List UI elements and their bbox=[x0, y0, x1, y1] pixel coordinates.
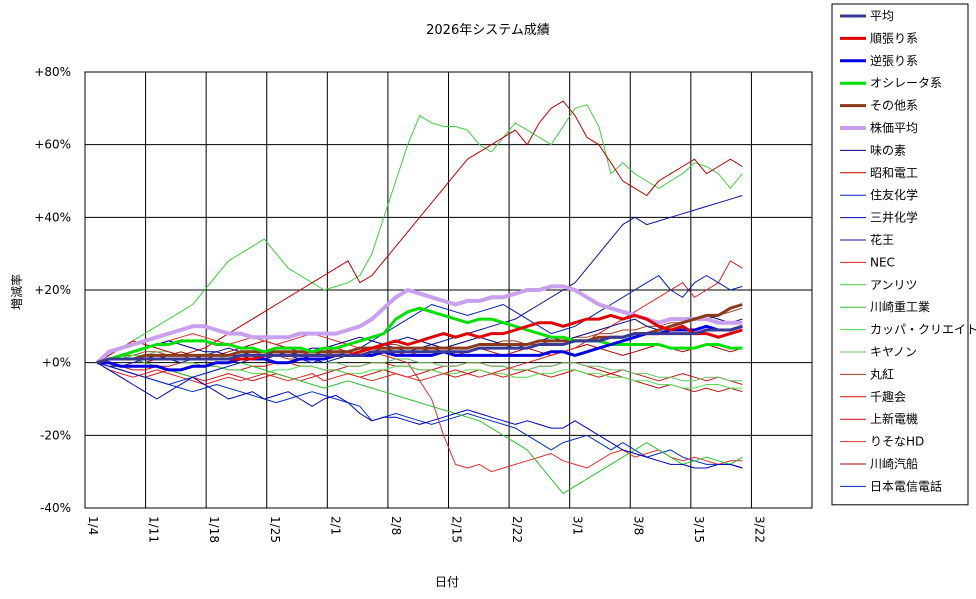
series-line bbox=[96, 275, 743, 385]
legend-entry: りそなHD bbox=[870, 435, 924, 449]
legend-entry: 住友化学 bbox=[870, 187, 918, 202]
x-tick-label: 2/15 bbox=[450, 516, 464, 543]
series-line bbox=[96, 362, 743, 469]
legend-entry: 川崎重工業 bbox=[870, 300, 930, 314]
x-tick-label: 2/1 bbox=[328, 516, 342, 535]
legend-entry: 千趣会 bbox=[870, 389, 906, 404]
y-tick-label: -20% bbox=[40, 428, 71, 442]
legend-entry: 日本電信電話 bbox=[870, 478, 942, 493]
y-tick-label: +60% bbox=[34, 138, 71, 152]
legend-entry: キヤノン bbox=[870, 345, 917, 359]
legend-entry: オシレータ系 bbox=[870, 76, 942, 90]
legend-entry: その他系 bbox=[870, 99, 918, 113]
legend-entry: 昭和電工 bbox=[870, 166, 918, 180]
grid bbox=[84, 71, 813, 509]
legend-box bbox=[831, 3, 969, 506]
legend-entry: アンリツ bbox=[870, 278, 918, 292]
series-group bbox=[95, 100, 743, 494]
y-axis-label: 増減率 bbox=[9, 274, 24, 310]
legend-entry: 川崎汽船 bbox=[870, 456, 918, 471]
series-line bbox=[96, 324, 743, 365]
legend-entry: 上新電機 bbox=[870, 411, 918, 426]
legend-entry: NEC bbox=[870, 255, 895, 269]
x-axis-label: 日付 bbox=[435, 575, 459, 589]
legend-entry: 丸紅 bbox=[870, 367, 894, 381]
legend-entry: 味の素 bbox=[870, 143, 906, 157]
series-line bbox=[96, 104, 743, 364]
x-tick-label: 3/15 bbox=[692, 516, 706, 543]
legend-entry: 平均 bbox=[870, 9, 894, 23]
x-tick-label: 3/8 bbox=[631, 516, 645, 535]
legend-entry: 三井化学 bbox=[870, 210, 918, 225]
y-tick-label: -40% bbox=[40, 501, 71, 515]
x-tick-label: 1/4 bbox=[86, 516, 100, 535]
legend-entry: 逆張り系 bbox=[870, 53, 918, 68]
series-line bbox=[97, 324, 743, 372]
axes: +80% +60% +40% +20% +0% -20% -40% 1/4 1/11 1/18 1/… bbox=[34, 65, 766, 543]
x-tick-label: 1/25 bbox=[268, 516, 282, 543]
y-tick-label: +40% bbox=[34, 210, 71, 224]
chart-title: 2026年システム成績 bbox=[426, 23, 550, 38]
y-tick-label: +80% bbox=[34, 65, 71, 79]
legend-entry: 順張り系 bbox=[870, 31, 918, 45]
legend: 平均順張り系逆張り系オシレータ系その他系株価平均味の素昭和電工住友化学三井化学花… bbox=[831, 3, 976, 506]
y-tick-label: +20% bbox=[34, 283, 71, 297]
x-tick-label: 1/11 bbox=[147, 516, 161, 543]
legend-entry: 花王 bbox=[870, 232, 894, 247]
x-tick-label: 1/18 bbox=[207, 516, 221, 543]
legend-entry: カッパ・クリエイト bbox=[870, 323, 976, 337]
legend-entry: 株価平均 bbox=[870, 120, 918, 135]
y-tick-label: +0% bbox=[42, 356, 71, 370]
x-tick-label: 2/22 bbox=[510, 516, 524, 543]
series-line bbox=[96, 100, 743, 364]
x-tick-label: 3/1 bbox=[571, 516, 585, 535]
x-tick-label: 3/22 bbox=[752, 516, 766, 543]
x-tick-label: 2/8 bbox=[389, 516, 403, 535]
series-line bbox=[96, 306, 743, 365]
